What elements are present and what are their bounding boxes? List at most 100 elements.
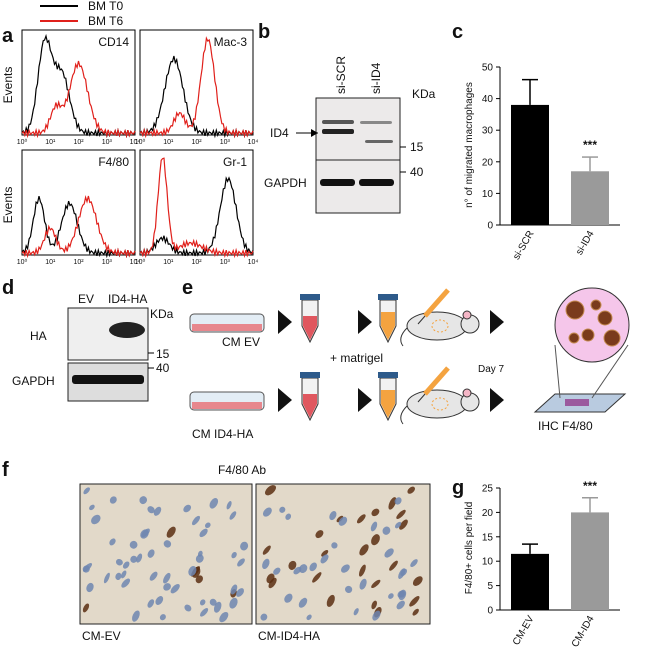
nucleus: [89, 504, 95, 511]
nucleus: [371, 579, 381, 589]
unit: KDa: [150, 307, 174, 321]
row-label: CM EV: [222, 335, 260, 349]
y-axis-label: F4/80+ cells per field: [464, 502, 475, 595]
nucleus: [120, 570, 127, 579]
nucleus: [356, 514, 366, 524]
y-tick-label: 0: [487, 606, 493, 617]
nucleus: [394, 497, 402, 505]
x-tick-label: 10³: [102, 139, 113, 146]
nucleus: [209, 498, 219, 509]
nucleus: [260, 613, 268, 621]
nucleus: [166, 526, 176, 538]
nucleus: [331, 542, 338, 549]
nucleus: [199, 599, 206, 606]
nucleus: [109, 496, 117, 504]
medium: [192, 402, 262, 409]
nucleus: [389, 560, 398, 571]
micrographs: [79, 483, 431, 625]
histogram-t6: [139, 36, 254, 139]
nucleus: [140, 529, 149, 539]
x-tick-label: 10¹: [163, 259, 174, 266]
nucleus: [371, 508, 380, 517]
nucleus: [299, 564, 308, 574]
cap: [378, 294, 398, 300]
y-tick-label: 10: [482, 557, 494, 568]
section: [565, 399, 589, 406]
tube-fill: [303, 316, 317, 340]
y-axis-label: Events: [1, 67, 15, 104]
nucleus: [344, 585, 353, 593]
nucleus: [388, 593, 394, 599]
nucleus: [237, 558, 245, 567]
schematic: [189, 287, 630, 425]
histogram-frame: [139, 149, 254, 256]
arrowhead: [490, 388, 504, 412]
nucleus: [153, 506, 162, 516]
x-tick-label: 10²: [73, 259, 84, 266]
nucleus: [315, 530, 324, 539]
tumor: [431, 319, 449, 333]
x-tick-label: 10¹: [163, 139, 174, 146]
nucleus: [336, 515, 344, 523]
nucleus: [399, 519, 408, 530]
nucleus: [371, 600, 378, 610]
nucleus: [409, 596, 420, 607]
nucleus: [268, 577, 277, 589]
nucleus: [340, 564, 350, 573]
nucleus: [412, 576, 423, 586]
nucleus: [279, 506, 286, 513]
x-tick-label: 10²: [191, 139, 202, 146]
nucleus: [209, 598, 217, 606]
band-label: ID4: [270, 126, 289, 140]
caption: CM-EV: [82, 629, 121, 643]
panel-label: d: [2, 277, 14, 299]
nucleus: [121, 578, 131, 588]
time-label: Day 7: [478, 364, 505, 375]
nucleus: [359, 564, 366, 577]
syringe: [423, 288, 450, 318]
x-tick-label: 10¹: [45, 139, 56, 146]
nucleus: [122, 561, 130, 569]
nucleus: [312, 572, 322, 583]
zoom-circle: [554, 287, 630, 363]
blot-b: [315, 97, 401, 214]
tube-fill: [381, 390, 395, 418]
arrowhead: [490, 310, 504, 334]
histogram-t0: [139, 176, 254, 258]
y-tick-label: 40: [482, 94, 494, 105]
histogram-frame: [139, 29, 254, 136]
y-tick-label: 25: [482, 484, 494, 495]
mouse: [406, 311, 468, 341]
y-tick-label: 15: [482, 532, 494, 543]
x-tick-label: 10³: [102, 259, 113, 266]
lane-label: si-SCR: [334, 56, 348, 94]
nucleus: [83, 487, 91, 495]
ear: [462, 388, 472, 398]
band-label: GAPDH: [12, 374, 55, 388]
arrowhead: [278, 388, 292, 412]
nucleus: [86, 582, 94, 593]
nucleus: [412, 608, 419, 616]
plot-name: Mac-3: [214, 35, 248, 49]
bar: [511, 104, 549, 225]
nucleus: [204, 522, 211, 529]
zoom: [591, 344, 629, 399]
nucleus: [284, 593, 293, 603]
nucleus: [293, 566, 302, 575]
nucleus: [155, 596, 164, 605]
x-tick-label: 10²: [191, 259, 202, 266]
syringe: [423, 366, 450, 396]
band: [322, 120, 354, 124]
nucleus: [396, 600, 405, 610]
band: [109, 322, 145, 338]
nucleus: [103, 572, 110, 584]
nucleus: [191, 515, 201, 526]
panel-label: b: [258, 21, 270, 43]
nucleus: [115, 558, 123, 566]
nucleus: [410, 559, 418, 568]
nucleus: [370, 521, 378, 532]
nucleus: [229, 511, 237, 520]
nucleus: [407, 486, 415, 494]
cap: [300, 372, 320, 378]
